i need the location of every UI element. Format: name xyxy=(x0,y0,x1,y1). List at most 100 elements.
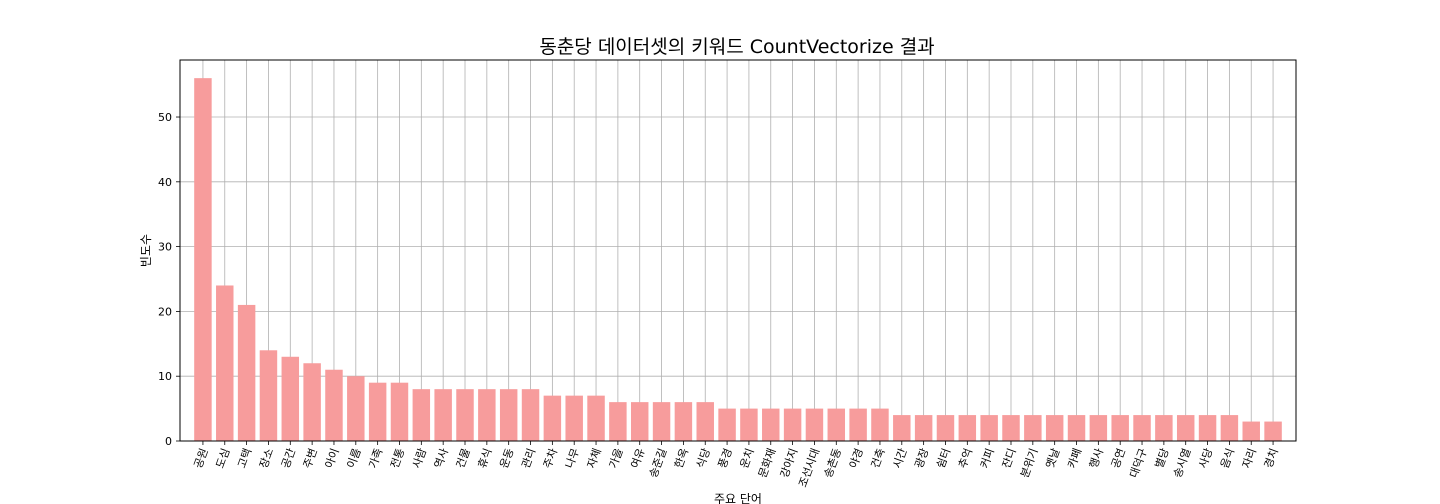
x-tick-label: 주차 xyxy=(541,447,560,470)
bar xyxy=(259,350,278,441)
x-tick-label: 잔디 xyxy=(1000,447,1019,470)
bar xyxy=(1264,421,1282,441)
bar xyxy=(478,389,496,441)
bar xyxy=(1198,415,1217,441)
bar xyxy=(1220,415,1239,441)
x-tick-label: 야경 xyxy=(847,447,866,470)
x-tick-label: 행사 xyxy=(1087,447,1106,470)
x-tick-label: 역사 xyxy=(432,447,451,470)
bar xyxy=(980,415,998,441)
x-tick-label: 주변 xyxy=(301,447,320,470)
bar xyxy=(281,356,300,441)
bar xyxy=(587,395,605,441)
x-tick-label: 아이 xyxy=(323,447,342,470)
y-tick-label: 0 xyxy=(165,435,172,448)
bar xyxy=(434,389,452,441)
x-tick-label: 광장 xyxy=(912,447,931,470)
x-tick-label: 강아지 xyxy=(778,447,801,480)
x-tick-label: 건물 xyxy=(454,447,473,470)
bar xyxy=(1176,415,1195,441)
bar xyxy=(630,402,649,441)
bar xyxy=(805,408,824,441)
bar xyxy=(740,408,758,441)
bar xyxy=(390,382,409,441)
x-axis-ticks: 공원 도심 고택 장소 공간 주변 아이 이름 가족 전통 사람 역사 건물 휴식 운동 관리 주차 나무 자체 가을… xyxy=(192,441,1281,489)
x-tick-label: 추억 xyxy=(956,447,975,470)
x-tick-label: 고택 xyxy=(235,447,254,470)
x-tick-label: 음식 xyxy=(1218,447,1237,470)
x-tick-label: 옛날 xyxy=(1043,447,1062,470)
bar xyxy=(456,389,474,441)
bar xyxy=(652,402,671,441)
y-tick-label: 40 xyxy=(158,176,172,189)
x-tick-label: 식당 xyxy=(694,447,713,470)
x-axis-label: 주요 단어 xyxy=(714,492,762,504)
bar xyxy=(696,402,714,441)
x-tick-label: 송준길 xyxy=(647,447,670,480)
plot-frame xyxy=(179,59,1297,442)
y-tick-label: 50 xyxy=(158,111,172,124)
bars xyxy=(194,78,1282,442)
bar xyxy=(303,363,321,441)
bar xyxy=(1155,415,1173,441)
bar xyxy=(674,402,693,441)
x-tick-label: 대덕구 xyxy=(1127,447,1150,480)
y-tick-label: 30 xyxy=(158,241,172,254)
bar xyxy=(827,408,846,441)
bar xyxy=(368,382,387,441)
bar xyxy=(1242,421,1260,441)
x-tick-label: 쉼터 xyxy=(934,447,953,470)
bar xyxy=(871,408,889,441)
bar xyxy=(1024,415,1042,441)
bar xyxy=(914,415,933,441)
bar xyxy=(325,369,343,441)
bar xyxy=(893,415,911,441)
bar xyxy=(194,78,212,442)
x-tick-label: 휴식 xyxy=(476,447,495,470)
x-tick-label: 운동 xyxy=(497,447,516,470)
bar xyxy=(237,304,256,441)
y-axis-label: 빈도수 xyxy=(139,234,153,267)
x-tick-label: 가을 xyxy=(607,447,626,470)
bar xyxy=(543,395,562,441)
x-tick-label: 가족 xyxy=(366,447,385,470)
bar xyxy=(412,389,431,441)
bar xyxy=(499,389,518,441)
bar xyxy=(958,415,977,441)
x-tick-label: 장소 xyxy=(257,447,276,470)
x-tick-label: 문화재 xyxy=(756,447,779,480)
bar xyxy=(936,415,955,441)
y-tick-label: 20 xyxy=(158,305,172,318)
x-tick-label: 관리 xyxy=(519,447,538,470)
x-tick-label: 전통 xyxy=(388,447,407,470)
x-tick-label: 건축 xyxy=(869,447,888,470)
bar xyxy=(216,285,234,441)
bar xyxy=(783,408,802,441)
x-tick-label: 자리 xyxy=(1240,447,1259,470)
bar xyxy=(1111,415,1129,441)
x-tick-label: 송촌동 xyxy=(821,447,844,480)
bar xyxy=(609,402,627,441)
bar xyxy=(347,376,365,441)
x-tick-label: 이름 xyxy=(344,447,363,470)
x-tick-label: 커피 xyxy=(978,447,997,470)
bar xyxy=(1133,415,1151,441)
x-tick-label: 여유 xyxy=(628,447,647,470)
x-tick-label: 별당 xyxy=(1153,447,1172,470)
x-tick-label: 도심 xyxy=(213,447,232,470)
bar xyxy=(1067,415,1086,441)
y-axis-ticks: 0 10 20 30 40 50 xyxy=(158,111,180,448)
bar xyxy=(718,408,736,441)
x-tick-label: 공간 xyxy=(279,447,298,470)
bar xyxy=(849,408,867,441)
chart-title: 동춘당 데이터셋의 키워드 CountVectorize 결과 xyxy=(539,36,934,58)
bar xyxy=(762,408,780,441)
x-tick-label: 공원 xyxy=(192,447,211,470)
x-tick-label: 조선시대 xyxy=(796,447,822,489)
x-tick-label: 시간 xyxy=(890,447,909,470)
x-tick-label: 나무 xyxy=(563,447,582,470)
x-tick-label: 한옥 xyxy=(672,447,691,470)
x-tick-label: 운치 xyxy=(738,447,757,470)
bar xyxy=(1089,415,1108,441)
